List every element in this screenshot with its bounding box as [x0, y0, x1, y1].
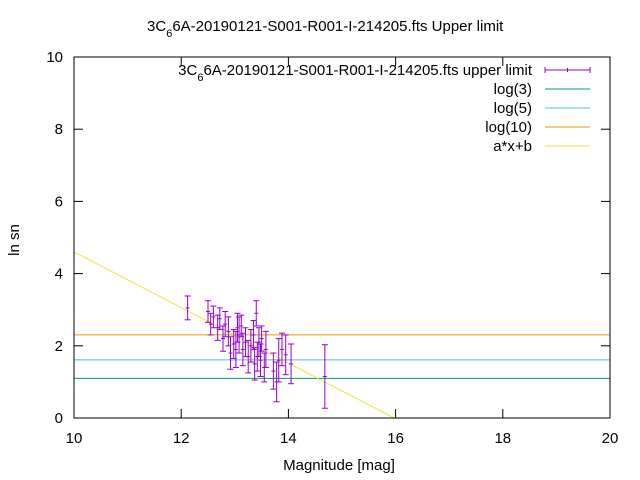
data-point: [288, 343, 295, 385]
x-axis-ticks: 10 12 14 16 18 20: [66, 57, 619, 447]
x-axis-label: Magnitude [mag]: [283, 457, 395, 474]
data-point: [227, 336, 234, 370]
legend-label-fit: a*x+b: [493, 138, 532, 155]
data-point: [247, 329, 254, 363]
data-point: [184, 295, 191, 321]
legend-points-suffix: 6A-20190121-S001-R001-I-214205.fts upper…: [203, 62, 532, 79]
data-point: [225, 316, 232, 347]
x-tick-label: 18: [494, 430, 511, 447]
chart-title: 3C66A-20190121-S001-R001-I-214205.fts Up…: [147, 18, 504, 40]
legend-label-log3: log(3): [494, 81, 532, 98]
y-axis-ticks: 0 2 4 6 8 10: [46, 49, 610, 427]
data-point: [207, 312, 214, 336]
data-point: [270, 352, 277, 390]
y-tick-label: 4: [55, 266, 63, 283]
data-point: [253, 300, 260, 327]
data-point: [205, 300, 211, 323]
legend-swatches: [544, 67, 591, 147]
data-point: [258, 325, 265, 352]
data-point: [275, 338, 282, 383]
legend-label-log5: log(5): [494, 100, 532, 117]
y-axis-label: ln sn: [6, 224, 23, 256]
plot-border: [73, 56, 611, 419]
data-point: [321, 344, 328, 409]
legend-label-log10: log(10): [485, 119, 532, 136]
legend-points-prefix: 3C: [178, 62, 197, 79]
data-point: [282, 334, 289, 376]
data-point: [250, 320, 257, 350]
title-suffix: 6A-20190121-S001-R001-I-214205.fts Upper…: [172, 18, 504, 35]
data-point: [251, 347, 258, 381]
data-point: [230, 329, 237, 359]
legend-label-points: 3C66A-20190121-S001-R001-I-214205.fts up…: [178, 62, 533, 84]
x-tick-label: 14: [280, 430, 297, 447]
title-subscript: 6: [166, 28, 172, 40]
y-tick-label: 6: [55, 193, 63, 210]
y-tick-label: 10: [46, 49, 63, 66]
legend: 3C66A-20190121-S001-R001-I-214205.fts up…: [178, 62, 591, 155]
x-tick-label: 10: [66, 430, 83, 447]
data-point: [216, 307, 223, 331]
y-tick-label: 2: [55, 338, 63, 355]
plot-area: [73, 251, 610, 419]
x-tick-label: 12: [173, 430, 190, 447]
x-tick-label: 20: [602, 430, 619, 447]
data-point: [239, 332, 246, 367]
x-tick-label: 16: [387, 430, 404, 447]
data-point: [245, 339, 252, 374]
data-point: [222, 311, 229, 338]
y-tick-label: 8: [55, 121, 63, 138]
y-tick-label: 0: [55, 410, 63, 427]
data-point: [257, 343, 264, 377]
title-prefix: 3C: [147, 18, 166, 35]
legend-points-subscript: 6: [197, 72, 203, 84]
data-point: [278, 332, 285, 367]
data-point: [262, 330, 269, 368]
data-point: [210, 305, 217, 329]
